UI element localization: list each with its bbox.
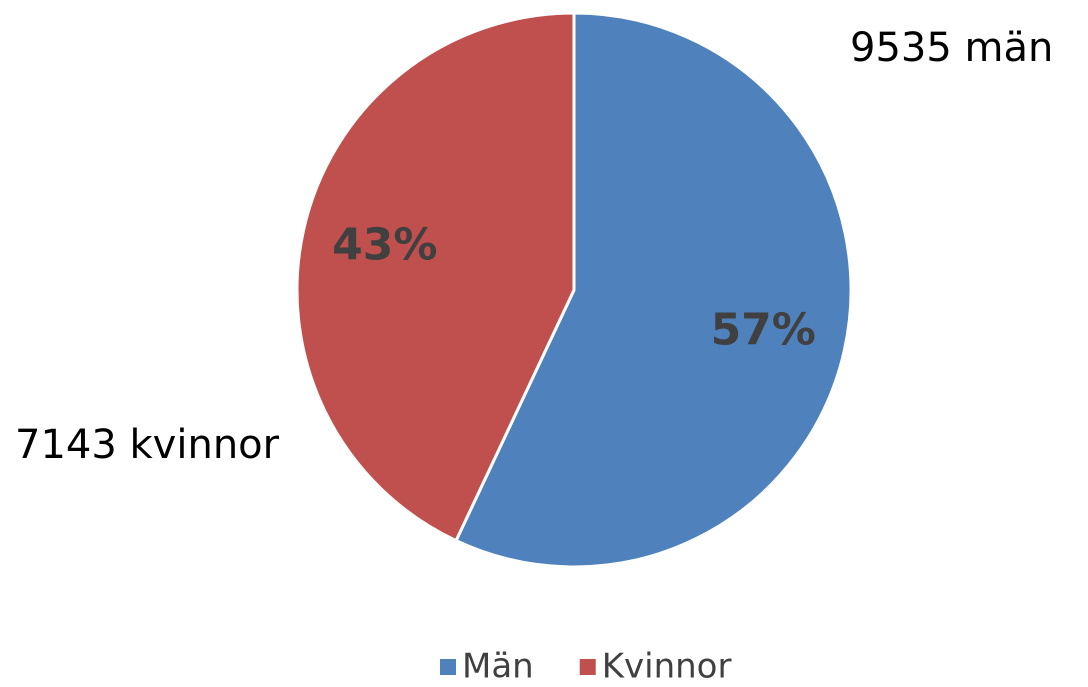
- data-label: 43%: [332, 220, 437, 271]
- pie-slice: [454, 11, 853, 569]
- pie-slice: [295, 11, 576, 543]
- legend-label: Män: [462, 647, 534, 687]
- legend-swatch: [440, 659, 456, 675]
- legend-label: Kvinnor: [602, 647, 732, 687]
- data-label: 57%: [711, 304, 816, 355]
- legend-swatch: [579, 659, 596, 675]
- annotation: 9535 män: [850, 25, 1053, 71]
- annotation: 7143 kvinnor: [15, 422, 280, 468]
